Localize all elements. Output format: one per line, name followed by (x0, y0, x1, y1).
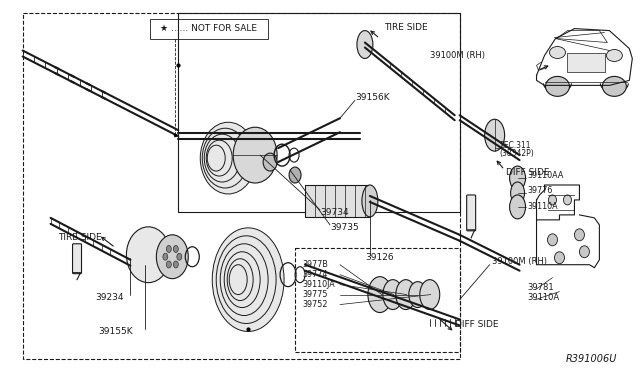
Ellipse shape (177, 253, 182, 260)
FancyBboxPatch shape (72, 244, 81, 274)
Ellipse shape (357, 31, 373, 58)
Text: DIFF SIDE: DIFF SIDE (454, 320, 498, 329)
Ellipse shape (263, 153, 277, 171)
Text: SEC.311: SEC.311 (500, 141, 531, 150)
Text: 39110A: 39110A (527, 293, 559, 302)
Bar (295, 248, 460, 352)
Ellipse shape (575, 229, 584, 241)
Ellipse shape (127, 227, 170, 283)
FancyBboxPatch shape (467, 195, 476, 231)
Ellipse shape (200, 122, 256, 194)
Ellipse shape (383, 280, 403, 310)
Text: DIFF SIDE: DIFF SIDE (506, 167, 549, 177)
Bar (305, 185, 370, 217)
Ellipse shape (554, 252, 564, 264)
Text: 39110A: 39110A (527, 202, 558, 211)
Ellipse shape (602, 76, 627, 96)
Text: 39781: 39781 (527, 283, 554, 292)
Ellipse shape (511, 182, 525, 204)
Text: 39752: 39752 (302, 300, 328, 309)
Ellipse shape (509, 195, 525, 219)
Text: 39775: 39775 (302, 290, 328, 299)
Text: 39774: 39774 (302, 270, 328, 279)
Ellipse shape (579, 246, 589, 258)
Ellipse shape (166, 246, 172, 253)
Ellipse shape (409, 282, 427, 308)
Ellipse shape (509, 166, 525, 190)
Bar (150, 19, 268, 39)
Text: 39126: 39126 (365, 253, 394, 262)
Ellipse shape (420, 280, 440, 310)
Bar (568, 52, 605, 73)
Text: 39734: 39734 (320, 208, 349, 217)
Text: 39100M (RH): 39100M (RH) (430, 51, 484, 60)
Text: TIRE SIDE: TIRE SIDE (384, 23, 428, 32)
Ellipse shape (484, 119, 504, 151)
Ellipse shape (547, 234, 557, 246)
Ellipse shape (289, 167, 301, 183)
Ellipse shape (173, 246, 179, 253)
Text: (38342P): (38342P) (500, 149, 534, 158)
Ellipse shape (563, 195, 572, 205)
Ellipse shape (166, 261, 172, 268)
Bar (22, 13, 460, 359)
Ellipse shape (606, 49, 622, 61)
Ellipse shape (212, 228, 284, 331)
Ellipse shape (548, 195, 557, 205)
Text: 39110JA: 39110JA (302, 280, 335, 289)
Text: TIRE SIDE: TIRE SIDE (59, 233, 102, 242)
Ellipse shape (545, 76, 570, 96)
Bar (179, 13, 460, 212)
Ellipse shape (156, 235, 188, 279)
Text: 39234: 39234 (95, 293, 124, 302)
Text: 3977B: 3977B (302, 260, 328, 269)
Ellipse shape (368, 277, 392, 312)
Text: 39156K: 39156K (355, 93, 390, 102)
Ellipse shape (396, 280, 416, 310)
Ellipse shape (163, 253, 168, 260)
Text: 39155K: 39155K (99, 327, 133, 336)
Text: 39776: 39776 (527, 186, 553, 195)
Text: 39100M (RH): 39100M (RH) (492, 257, 547, 266)
Ellipse shape (362, 185, 378, 217)
Text: ★ ...... NOT FOR SALE: ★ ...... NOT FOR SALE (161, 24, 257, 33)
Ellipse shape (173, 261, 179, 268)
Text: R391006U: R391006U (566, 355, 618, 364)
Text: 39735: 39735 (330, 223, 359, 232)
Text: 39110AA: 39110AA (527, 170, 564, 180)
Ellipse shape (550, 46, 566, 58)
Ellipse shape (233, 127, 277, 183)
